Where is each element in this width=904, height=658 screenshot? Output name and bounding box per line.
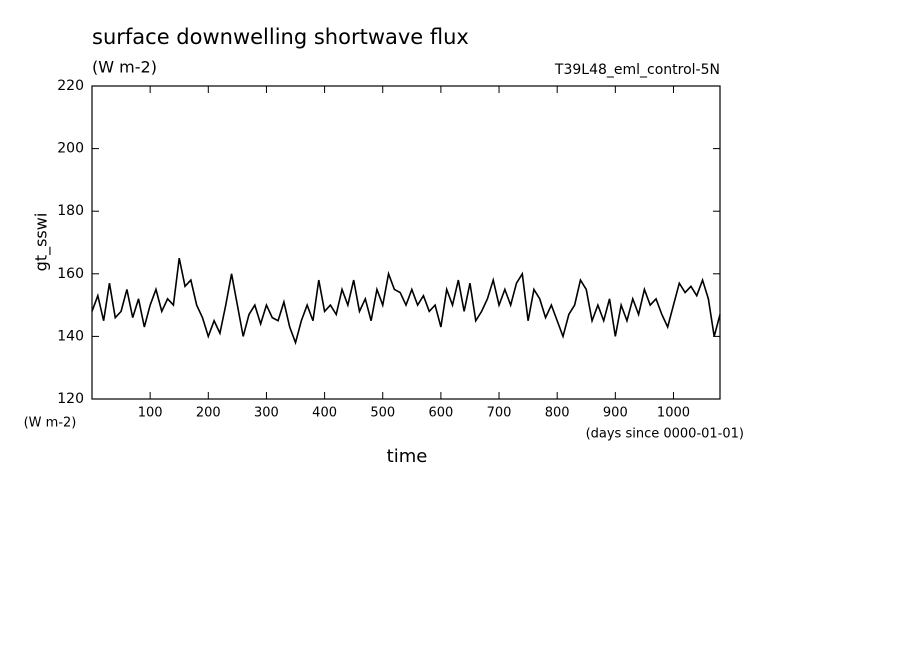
x-tick-label: 800 — [545, 406, 570, 421]
annotation: T39L48_eml_control-5N — [554, 62, 720, 78]
plot-frame — [91, 85, 721, 400]
y-tick-label: 140 — [57, 328, 84, 344]
y-tick-label: 180 — [57, 203, 84, 219]
x-tick-label: 600 — [428, 406, 453, 421]
data-line — [91, 257, 721, 346]
x-unit: (days since 0000-01-01) — [586, 427, 744, 442]
x-tick-label: 500 — [370, 406, 395, 421]
x-tick-label: 400 — [312, 406, 337, 421]
x-tick-label: 100 — [138, 406, 163, 421]
x-tick-label: 1000 — [657, 406, 690, 421]
x-tick-label: 200 — [196, 406, 221, 421]
y-tick-label: 120 — [57, 391, 84, 407]
y-unit: (W m-2) — [24, 416, 77, 431]
y-tick-label: 220 — [57, 78, 84, 94]
y-tick-label: 160 — [57, 266, 84, 282]
x-tick-label: 300 — [254, 406, 279, 421]
y-axis-label: gt_sswi — [32, 213, 52, 272]
chart-title: surface downwelling shortwave flux — [92, 25, 469, 49]
x-tick-label: 900 — [603, 406, 628, 421]
y-tick-label: 200 — [57, 141, 84, 157]
x-axis-label: time — [387, 446, 428, 467]
chart-subtitle: (W m-2) — [92, 58, 157, 77]
x-tick-label: 700 — [487, 406, 512, 421]
